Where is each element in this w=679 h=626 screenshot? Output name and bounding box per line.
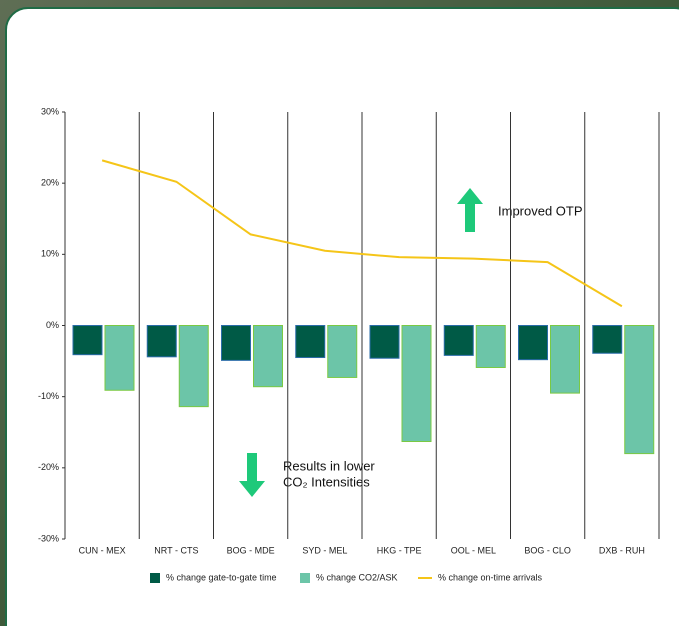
bar (146, 325, 177, 358)
bar (401, 325, 432, 443)
bar (475, 325, 506, 368)
x-tick-label: HKG - TPE (377, 545, 422, 555)
bar (518, 325, 548, 361)
y-tick-label: 20% (41, 178, 59, 188)
bar (295, 325, 326, 359)
y-tick-label: -30% (38, 533, 59, 543)
card (5, 7, 679, 626)
legend-label: % change gate-to-gate time (166, 572, 277, 582)
bar (443, 325, 474, 356)
bar (72, 325, 103, 356)
legend-swatch (300, 573, 310, 583)
bar (624, 325, 655, 455)
x-tick-label: BOG - MDE (227, 545, 275, 555)
annotation: Results in lower (283, 458, 375, 473)
legend-label: % change on-time arrivals (438, 572, 543, 582)
bar (550, 325, 580, 394)
x-tick-label: BOG - CLO (524, 545, 571, 555)
down-arrow (239, 453, 265, 497)
annotation: CO₂ Intensities (283, 474, 370, 489)
x-tick-label: OOL - MEL (451, 545, 496, 555)
y-tick-label: 0% (46, 320, 59, 330)
bar (221, 325, 251, 361)
x-tick-label: SYD - MEL (302, 545, 347, 555)
y-tick-label: 10% (41, 249, 59, 259)
x-tick-label: DXB - RUH (599, 545, 645, 555)
legend-swatch (150, 573, 160, 583)
bar (178, 325, 209, 408)
y-tick-label: -20% (38, 462, 59, 472)
y-tick-label: -10% (38, 391, 59, 401)
annotation: Improved OTP (498, 203, 583, 218)
bar (253, 325, 283, 388)
line (101, 159, 623, 308)
bar (327, 325, 358, 378)
up-arrow (457, 188, 483, 232)
x-tick-label: NRT - CTS (154, 545, 198, 555)
bar (104, 325, 135, 391)
bar (369, 325, 400, 359)
y-tick-label: 30% (41, 106, 59, 116)
bar (592, 325, 623, 354)
x-tick-label: CUN - MEX (79, 545, 126, 555)
legend-label: % change CO2/ASK (316, 572, 398, 582)
